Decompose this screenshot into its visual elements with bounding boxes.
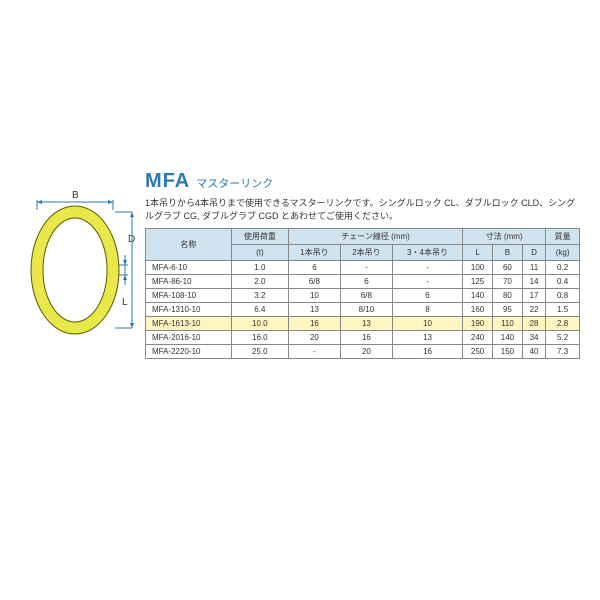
table-cell: MFA-2220-10 [146,345,232,359]
table-cell: 16 [340,331,392,345]
table-cell: 7.3 [546,345,580,359]
table-cell: 60 [493,261,523,275]
table-cell: 70 [493,275,523,289]
th-load-unit: (t) [231,245,288,261]
table-cell: 2.8 [546,317,580,331]
table-cell: 16 [392,345,462,359]
title-sub: マスターリンク [196,175,273,191]
table-row: MFA-108-103.2106/8614080170.8 [146,289,580,303]
table-cell: - [288,345,340,359]
table-cell: 16 [288,317,340,331]
ring-diagram-svg: B D L [20,170,135,350]
table-cell: 3.2 [231,289,288,303]
table-cell: 6/8 [288,275,340,289]
th-mass-unit: (kg) [546,245,580,261]
table-cell: 125 [463,275,493,289]
table-cell: 13 [288,303,340,317]
table-cell: MFA-2016-10 [146,331,232,345]
table-cell: 5.2 [546,331,580,345]
table-cell: 10.0 [231,317,288,331]
table-cell: 16.0 [231,331,288,345]
title-row: MFA マスターリンク [145,170,580,193]
table-cell: MFA-1310-10 [146,303,232,317]
th-chain1: 1本吊り [288,245,340,261]
table-row: MFA-86-102.06/86-12570140.4 [146,275,580,289]
table-cell: 2.0 [231,275,288,289]
table-cell: 80 [493,289,523,303]
table-cell: 6 [288,261,340,275]
table-cell: 1.0 [231,261,288,275]
table-body: MFA-6-101.06--10060110.2MFA-86-102.06/86… [146,261,580,359]
text-area: MFA マスターリンク 1本吊りから4本吊りまで使用できるマスターリンクです。シ… [145,170,580,359]
table-cell: 140 [493,331,523,345]
table-cell: 6.4 [231,303,288,317]
th-load: 使用荷重 [231,229,288,245]
table-cell: 1.5 [546,303,580,317]
table-row: MFA-6-101.06--10060110.2 [146,261,580,275]
table-cell: 13 [340,317,392,331]
th-L: L [463,245,493,261]
label-B: B [72,190,79,201]
table-cell: 150 [493,345,523,359]
table-cell: 0.4 [546,275,580,289]
th-mass: 質量 [546,229,580,245]
th-name: 名称 [146,229,232,261]
table-cell: 34 [522,331,545,345]
table-cell: 0.2 [546,261,580,275]
table-cell: 20 [340,345,392,359]
table-cell: 6/8 [340,289,392,303]
th-chain: チェーン線径 (mm) [288,229,462,245]
table-cell: 0.8 [546,289,580,303]
table-cell: 10 [392,317,462,331]
table-cell: MFA-86-10 [146,275,232,289]
table-cell: 8 [392,303,462,317]
table-cell: 6 [392,289,462,303]
th-B: B [493,245,523,261]
table-cell: MFA-108-10 [146,289,232,303]
label-L: L [122,297,128,308]
table-cell: 40 [522,345,545,359]
table-cell: 95 [493,303,523,317]
table-cell: 28 [522,317,545,331]
title-main: MFA [145,170,190,193]
table-cell: 190 [463,317,493,331]
table-cell: 8/10 [340,303,392,317]
table-row: MFA-2220-1025.0-2016250150407.3 [146,345,580,359]
table-cell: - [392,261,462,275]
table-cell: 10 [288,289,340,303]
table-cell: 13 [392,331,462,345]
table-cell: 14 [522,275,545,289]
table-cell: 17 [522,289,545,303]
product-description: 1本吊りから4本吊りまで使用できるマスターリンクです。シングルロック CL、ダブ… [145,197,580,222]
product-section: B D L MFA マスターリンク 1本吊りから4本吊りまで使用できるマスターリ… [20,170,580,359]
th-chain2: 2本吊り [340,245,392,261]
table-cell: MFA-1613-10 [146,317,232,331]
th-dim: 寸法 (mm) [463,229,546,245]
table-cell: 140 [463,289,493,303]
table-cell: 25.0 [231,345,288,359]
table-cell: 22 [522,303,545,317]
table-row: MFA-2016-1016.0201613240140345.2 [146,331,580,345]
table-cell: 250 [463,345,493,359]
spec-table: 名称 使用荷重 チェーン線径 (mm) 寸法 (mm) 質量 (t) 1本吊り … [145,228,580,359]
table-cell: 100 [463,261,493,275]
diagram: B D L [20,170,135,359]
table-cell: - [392,275,462,289]
table-cell: - [340,261,392,275]
table-cell: 110 [493,317,523,331]
th-D: D [522,245,545,261]
table-cell: 240 [463,331,493,345]
table-cell: 11 [522,261,545,275]
table-cell: 160 [463,303,493,317]
table-row: MFA-1310-106.4138/10816095221.5 [146,303,580,317]
table-cell: 20 [288,331,340,345]
table-header: 名称 使用荷重 チェーン線径 (mm) 寸法 (mm) 質量 (t) 1本吊り … [146,229,580,261]
table-cell: MFA-6-10 [146,261,232,275]
th-chain34: 3・4本吊り [392,245,462,261]
table-row: MFA-1613-1010.0161310190110282.8 [146,317,580,331]
table-cell: 6 [340,275,392,289]
